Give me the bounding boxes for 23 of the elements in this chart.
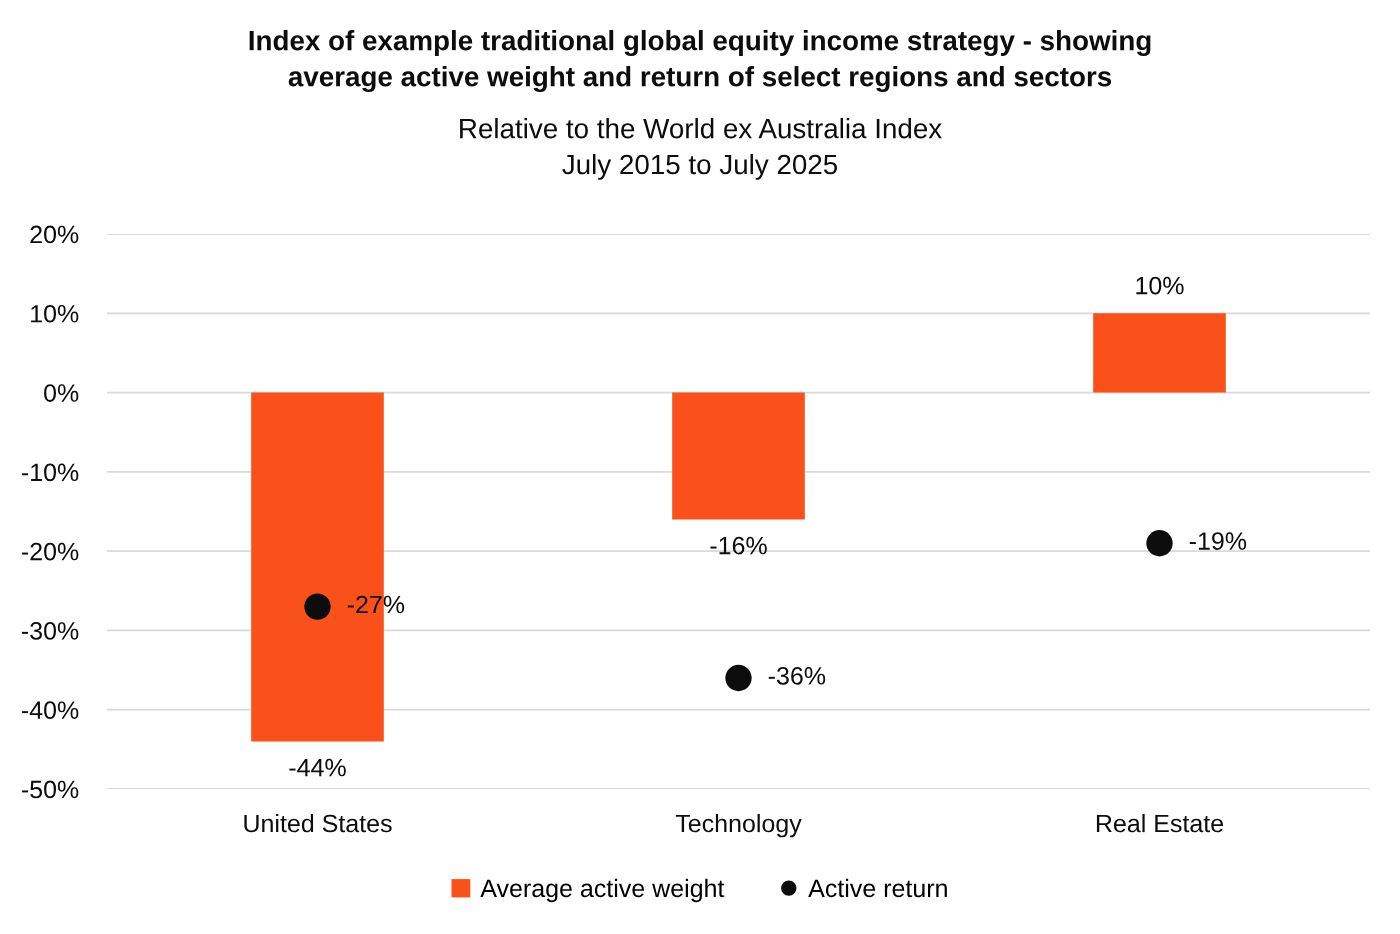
x-tick-label: Technology [675, 814, 802, 838]
y-tick-label: 0% [44, 384, 79, 402]
y-tick-label: -40% [21, 701, 79, 720]
data-label: 10% [1136, 276, 1184, 295]
point [304, 593, 331, 620]
x-tick-label: Real Estate [1096, 814, 1224, 833]
data-label: -16% [710, 536, 767, 555]
y-tick-label: -20% [21, 542, 79, 561]
data-label: -36% [768, 667, 826, 685]
chart-subtitle: Relative to the World ex Australia Index July 2015 to July 2025 [460, 118, 942, 180]
y-tick-label: 20% [30, 225, 79, 244]
chart-title: Index of example traditional global equity income strategy - showing average active weight and return of select regions and sectors [249, 30, 1151, 93]
y-tick-label: -10% [21, 463, 79, 482]
data-label: -44% [289, 758, 346, 777]
x-tick-label: United States [244, 814, 392, 833]
legend-label: Average active weight [480, 878, 725, 903]
legend-label: Active return [808, 878, 947, 898]
y-tick-label: 10% [31, 304, 79, 323]
point [725, 664, 752, 692]
y-tick-label: -30% [21, 622, 79, 640]
point [1146, 530, 1173, 557]
y-tick-label: -50% [21, 780, 79, 799]
data-label: -19% [1189, 532, 1247, 550]
